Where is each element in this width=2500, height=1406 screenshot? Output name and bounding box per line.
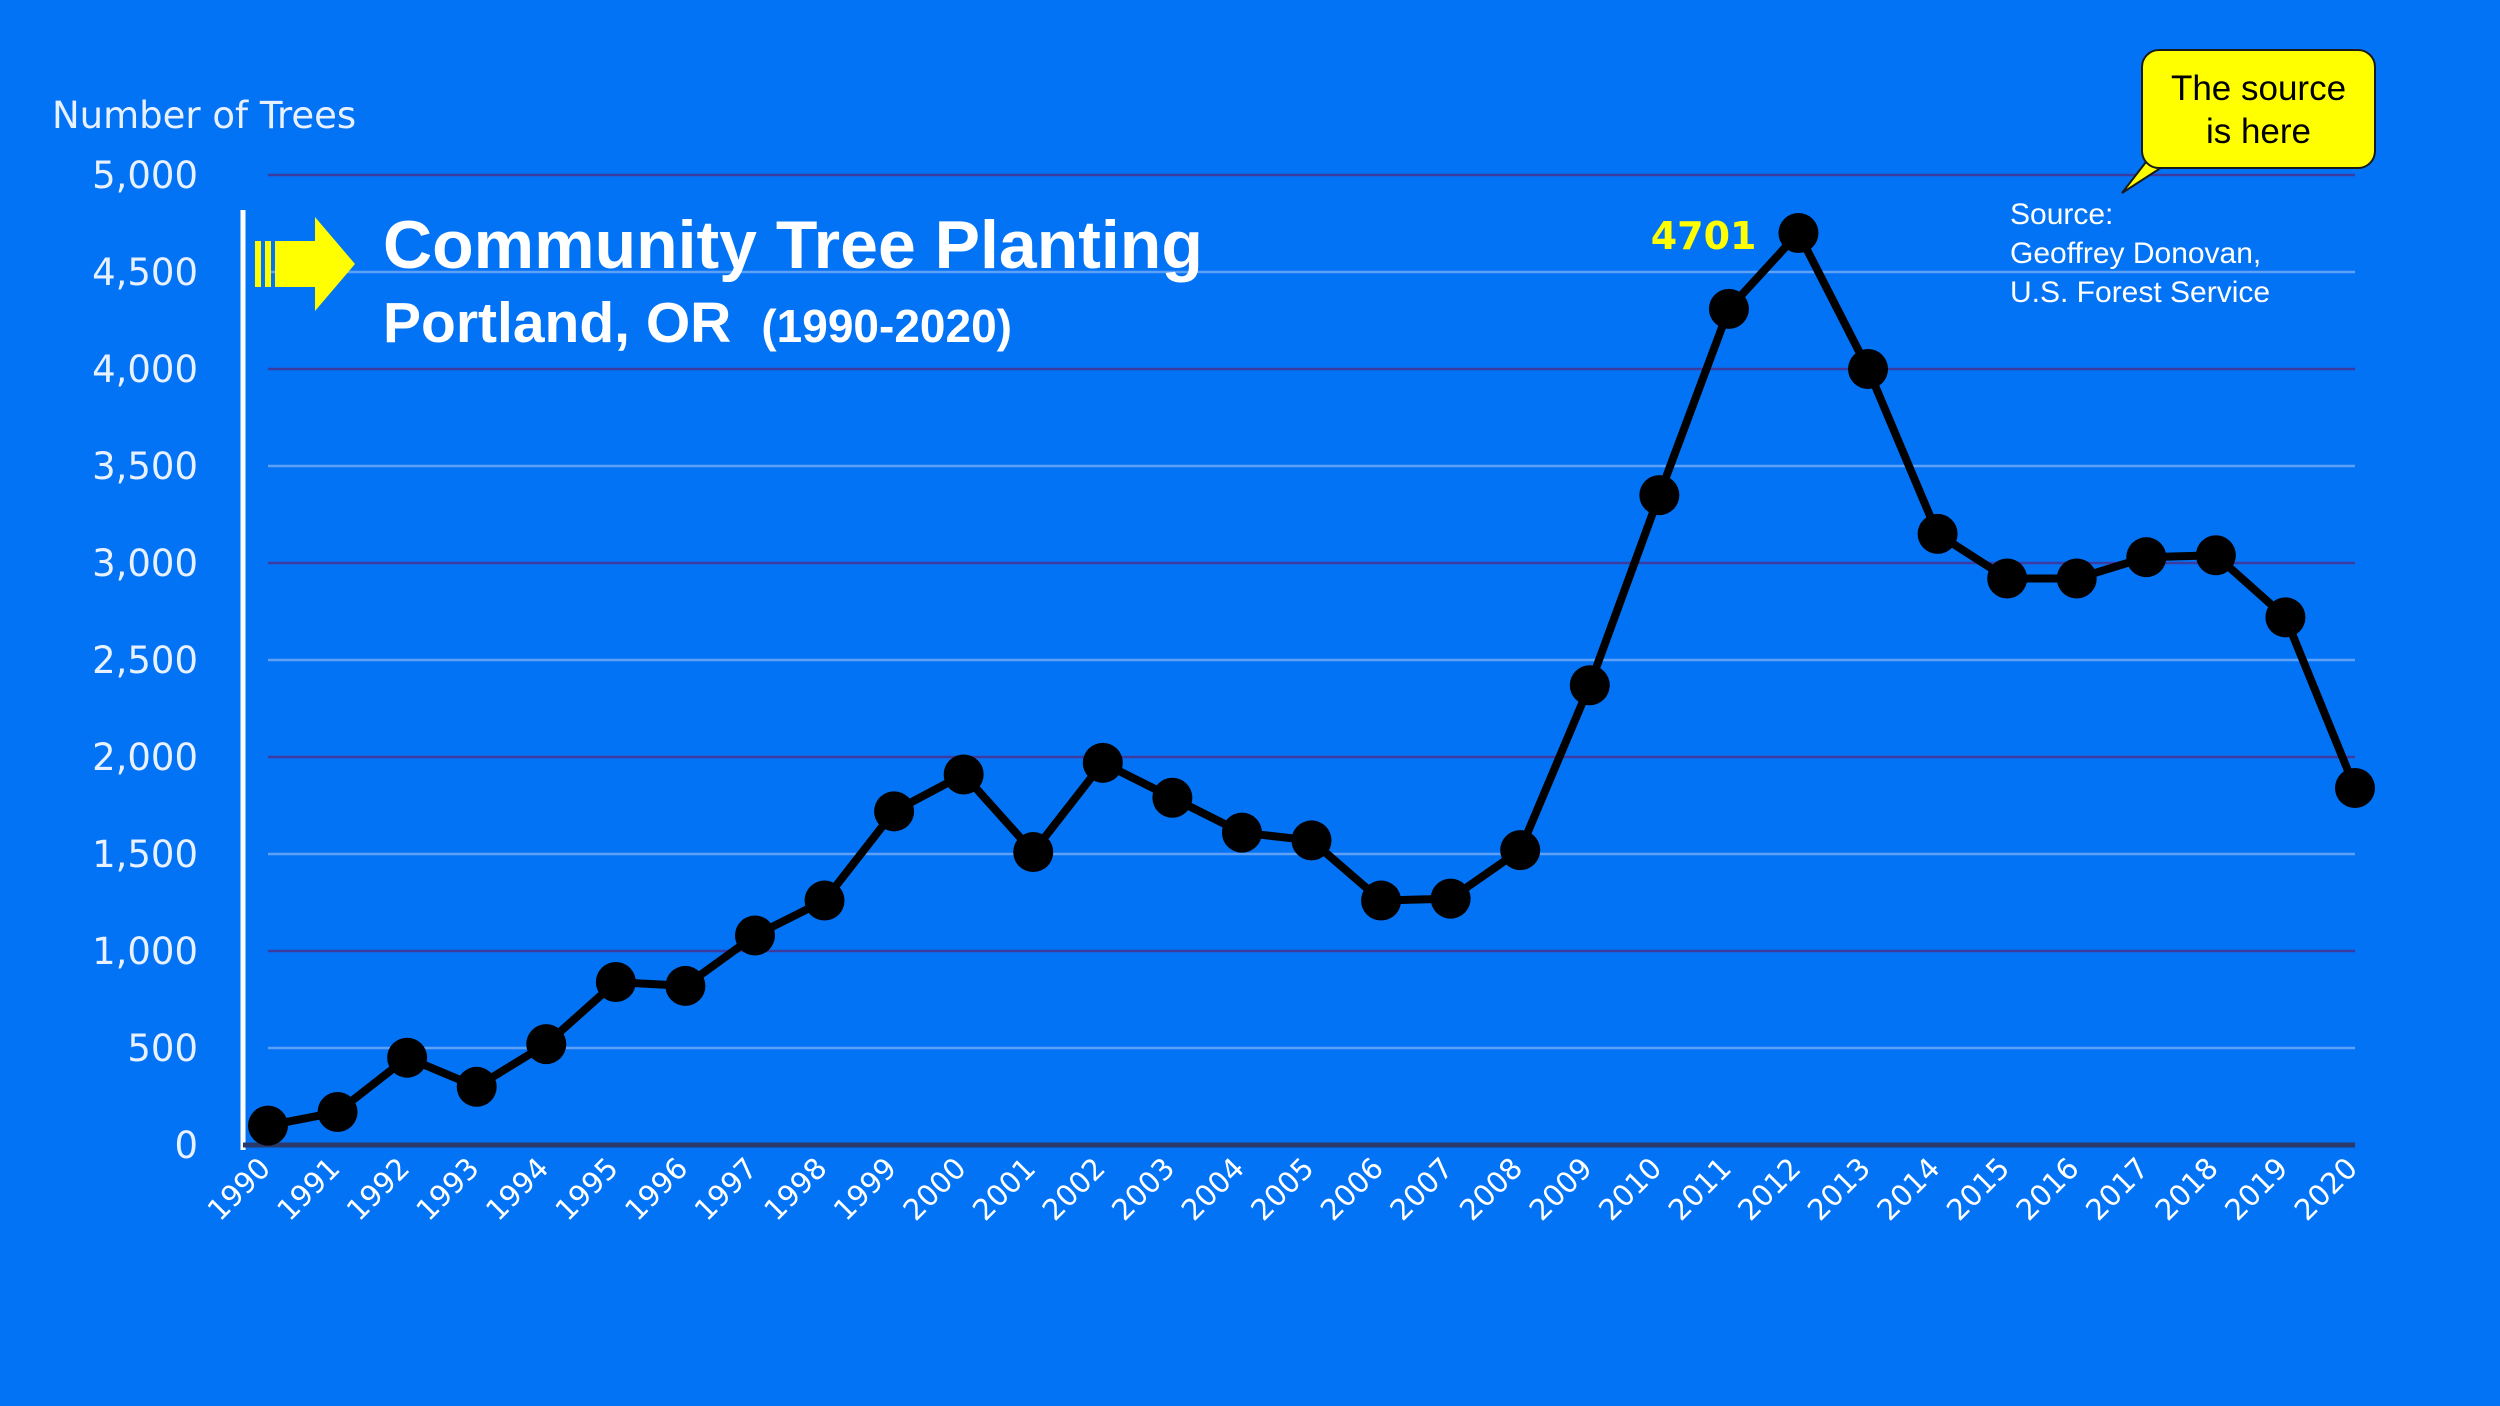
x-tick-label: 2003 <box>1105 1151 1181 1227</box>
x-tick-label: 1998 <box>757 1151 833 1227</box>
data-point <box>2056 558 2097 599</box>
data-point <box>1500 830 1541 871</box>
x-tick-label: 2014 <box>1870 1151 1946 1227</box>
y-tick-label: 3,500 <box>92 445 198 488</box>
data-point <box>2335 768 2375 809</box>
data-point <box>387 1037 428 1078</box>
title-main: Community Tree Planting <box>383 207 1203 283</box>
x-tick-label: 1997 <box>688 1151 764 1227</box>
data-point <box>1082 742 1123 783</box>
data-point <box>804 880 845 921</box>
data-point <box>1708 288 1749 329</box>
x-tick-label: 2018 <box>2149 1151 2225 1227</box>
series-line <box>267 229 2359 1130</box>
annotations: 4701 <box>1651 214 1757 258</box>
y-tick-label: 1,000 <box>92 930 198 973</box>
source-org: U.S. Forest Service <box>2010 276 2271 309</box>
data-point <box>1987 558 2028 599</box>
x-tick-label: 2015 <box>1940 1151 2016 1227</box>
x-tick-label: 2002 <box>1036 1151 1112 1227</box>
x-tick-label: 1995 <box>549 1151 625 1227</box>
yellow-arrow-icon <box>255 217 355 311</box>
y-tick-label: 3,000 <box>92 542 198 585</box>
data-point <box>1291 820 1332 861</box>
data-point <box>1430 878 1471 919</box>
data-point <box>595 962 636 1003</box>
x-tick-label: 2019 <box>2218 1151 2294 1227</box>
callout-bubble: The source is here <box>2141 49 2376 169</box>
data-point <box>734 915 775 956</box>
data-point <box>526 1024 567 1065</box>
y-tick-label: 1,500 <box>92 833 198 876</box>
x-tick-label: 1994 <box>479 1151 555 1227</box>
x-tick-label: 1991 <box>270 1151 346 1227</box>
x-tick-label: 1992 <box>340 1151 416 1227</box>
data-point <box>1013 832 1054 873</box>
x-tick-label: 2005 <box>1244 1151 1320 1227</box>
x-tick-label: 2010 <box>1592 1151 1668 1227</box>
source-note: Source: Geoffrey Donovan, U.S. Forest Se… <box>2010 195 2270 312</box>
source-author: Geoffrey Donovan, <box>2010 237 2262 270</box>
x-tick-label: 2013 <box>1801 1151 1877 1227</box>
x-tick-label: 1999 <box>827 1151 903 1227</box>
data-point <box>1639 475 1680 516</box>
y-tick-label: 2,000 <box>92 736 198 779</box>
data-point <box>1152 777 1193 818</box>
x-tick-label: 2000 <box>896 1151 972 1227</box>
data-point <box>1848 349 1889 389</box>
data-point <box>317 1092 358 1133</box>
title-years: (1990-2020) <box>761 300 1012 352</box>
axes <box>240 210 2355 1150</box>
y-tick-label: 0 <box>174 1124 198 1167</box>
x-tick-label: 2009 <box>1522 1151 1598 1227</box>
y-tick-label: 500 <box>127 1027 198 1070</box>
x-tick-label: 2017 <box>2079 1151 2155 1227</box>
data-point <box>456 1066 497 1107</box>
callout-line1: The source <box>2170 69 2347 108</box>
source-label: Source: <box>2010 198 2114 231</box>
y-tick-label: 5,000 <box>92 154 198 197</box>
x-tick-label: 2016 <box>2009 1151 2085 1227</box>
x-tick-label: 1990 <box>201 1151 277 1227</box>
x-tick-label: 2007 <box>1383 1151 1459 1227</box>
data-point <box>943 754 984 795</box>
y-tick-label: 2,500 <box>92 639 198 682</box>
x-tick-label: 2006 <box>1314 1151 1390 1227</box>
x-tick-label: 2004 <box>1175 1151 1251 1227</box>
data-point <box>1917 513 1958 554</box>
x-tick-label: 2011 <box>1662 1151 1738 1227</box>
y-tick-label: 4,000 <box>92 348 198 391</box>
x-tick-label: 2012 <box>1731 1151 1807 1227</box>
chart-title: Community Tree Planting Portland, OR (199… <box>383 206 1203 356</box>
x-tick-label: 2001 <box>966 1151 1042 1227</box>
y-tick-label: 4,500 <box>92 251 198 294</box>
data-point <box>874 791 915 832</box>
y-tick-labels: 0 500 1,000 1,500 2,000 2,500 3,000 3,500 4,000 4… <box>92 154 198 1167</box>
x-tick-labels: 1990199119921993199419951996199719981999… <box>201 1151 2364 1227</box>
title-city: Portland, OR <box>383 291 732 355</box>
x-tick-label: 2008 <box>1453 1151 1529 1227</box>
data-point <box>1221 812 1262 853</box>
data-point <box>1361 880 1402 921</box>
data-point <box>1569 665 1610 706</box>
gridlines <box>268 173 2355 1050</box>
data-point <box>2265 597 2306 638</box>
x-tick-label: 1996 <box>618 1151 694 1227</box>
data-point <box>2126 537 2167 578</box>
y-axis-title: Number of Trees <box>52 94 357 137</box>
data-point <box>1778 213 1819 254</box>
title-location: Portland, OR (1990-2020) <box>383 290 1203 356</box>
data-point <box>248 1105 288 1146</box>
x-tick-label: 1993 <box>409 1151 485 1227</box>
callout-line2: is here <box>2205 112 2312 151</box>
data-point <box>665 965 706 1006</box>
peak-value-label: 4701 <box>1651 214 1757 258</box>
series-trees-planted <box>248 213 2375 1146</box>
x-tick-label: 2020 <box>2288 1151 2364 1227</box>
data-point <box>2195 535 2236 576</box>
